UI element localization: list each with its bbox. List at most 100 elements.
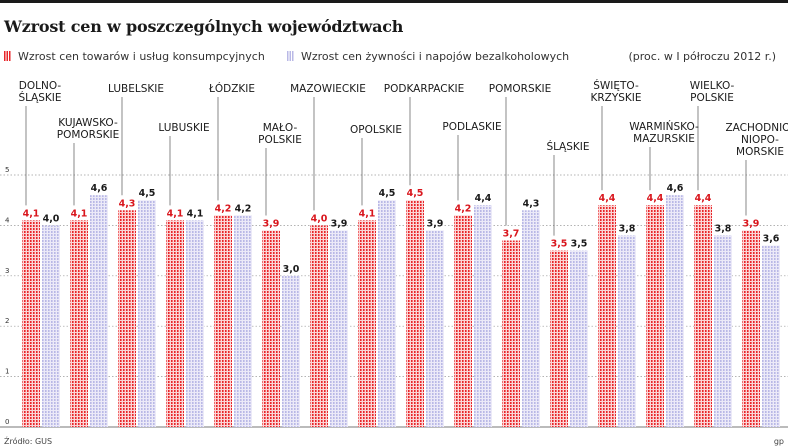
bar-goods xyxy=(694,205,712,427)
bar-goods xyxy=(502,240,520,427)
bar-food xyxy=(90,195,108,427)
bar-food xyxy=(234,215,252,427)
value-label-food: 3,9 xyxy=(427,218,444,229)
value-label-goods: 3,9 xyxy=(743,218,760,229)
bar-food xyxy=(762,245,780,427)
bar-goods xyxy=(742,230,760,427)
value-label-food: 4,6 xyxy=(91,183,108,194)
value-label-food: 3,8 xyxy=(715,223,732,234)
bars xyxy=(22,195,780,427)
category-label: POMORSKIE xyxy=(57,129,120,141)
unit-note: (proc. w I półroczu 2012 r.) xyxy=(628,50,777,63)
category-label: LUBELSKIE xyxy=(108,83,164,95)
value-label-goods: 4,4 xyxy=(599,193,616,204)
value-label-food: 3,5 xyxy=(571,239,588,250)
category-label: NIOPO- xyxy=(741,134,779,146)
bar-food xyxy=(426,230,444,427)
category-label: OPOLSKIE xyxy=(350,124,402,136)
bar-food xyxy=(666,195,684,427)
category-label: ŁÓDZKIE xyxy=(208,82,255,95)
y-tick-label: 3 xyxy=(5,267,9,275)
category-label: PODKARPACKIE xyxy=(384,83,464,95)
value-label-food: 4,5 xyxy=(379,188,396,199)
bar-food xyxy=(282,275,300,427)
bar-goods xyxy=(646,205,664,427)
bar-goods xyxy=(262,230,280,427)
bar-goods xyxy=(598,205,616,427)
category-callouts xyxy=(25,97,747,236)
category-label: DOLNO- xyxy=(19,80,62,92)
value-label-food: 3,8 xyxy=(619,223,636,234)
value-label-food: 3,9 xyxy=(331,218,348,229)
value-label-goods: 3,7 xyxy=(503,229,520,240)
value-label-goods: 4,0 xyxy=(311,213,328,224)
value-label-goods: 4,1 xyxy=(71,208,88,219)
bar-food xyxy=(714,235,732,427)
value-label-goods: 3,5 xyxy=(551,239,568,250)
value-label-food: 4,5 xyxy=(139,188,156,199)
category-label: POMORSKIE xyxy=(489,83,552,95)
category-label: LUBUSKIE xyxy=(158,122,209,134)
corner-mark: gp xyxy=(773,437,784,446)
value-label-food: 4,0 xyxy=(43,213,60,224)
value-label-food: 4,2 xyxy=(235,203,252,214)
value-label-food: 3,0 xyxy=(283,264,300,275)
source-note: Źródło: GUS xyxy=(4,437,53,446)
category-label: WIELKO- xyxy=(690,80,735,92)
bar-food xyxy=(618,235,636,427)
bar-goods xyxy=(118,210,136,427)
value-label-goods: 4,4 xyxy=(695,193,712,204)
bar-goods xyxy=(550,250,568,427)
bar-goods xyxy=(406,200,424,427)
bar-food xyxy=(378,200,396,427)
bar-food xyxy=(570,250,588,427)
top-rule xyxy=(0,0,788,3)
bar-goods xyxy=(214,215,232,427)
bar-food xyxy=(522,210,540,427)
bar-goods xyxy=(166,220,184,427)
category-label: ŚLĄSKIE xyxy=(19,91,62,104)
bar-goods xyxy=(310,225,328,427)
category-label: MAŁO- xyxy=(263,122,298,134)
value-label-food: 4,4 xyxy=(475,193,492,204)
bar-food xyxy=(330,230,348,427)
legend-swatch-food xyxy=(287,51,295,61)
bar-goods xyxy=(22,220,40,427)
value-label-goods: 3,9 xyxy=(263,218,280,229)
value-label-goods: 4,1 xyxy=(359,208,376,219)
value-label-goods: 4,2 xyxy=(455,203,472,214)
value-label-goods: 4,1 xyxy=(167,208,184,219)
value-label-goods: 4,4 xyxy=(647,193,664,204)
category-label: WARMIŃSKO- xyxy=(629,120,699,133)
category-label: KUJAWSKO- xyxy=(58,117,118,129)
category-label: ZACHODNIO- xyxy=(725,122,788,134)
category-labels: DOLNO-ŚLĄSKIEKUJAWSKO-POMORSKIELUBELSKIE… xyxy=(19,79,788,158)
value-label-food: 4,1 xyxy=(187,208,204,219)
value-label-food: 4,6 xyxy=(667,183,684,194)
value-label-food: 4,3 xyxy=(523,198,540,209)
legend-swatch-goods xyxy=(4,51,12,61)
legend-label-goods: Wzrost cen towarów i usług konsumpcyjnyc… xyxy=(18,50,265,63)
legend-label-food: Wzrost cen żywności i napojów bezalkohol… xyxy=(301,50,570,63)
y-tick-label: 2 xyxy=(5,317,9,325)
chart-title: Wzrost cen w poszczególnych województwac… xyxy=(4,17,404,36)
category-label: PODLASKIE xyxy=(442,121,501,133)
bar-food xyxy=(138,200,156,427)
bar-goods xyxy=(358,220,376,427)
category-label: MORSKIE xyxy=(736,146,784,158)
bar-goods xyxy=(70,220,88,427)
bar-food xyxy=(474,205,492,427)
value-labels: 4,1 4,0 4,14,64,34,54,1 4,1 4,2 4,23,93,04,0 3… xyxy=(23,183,780,275)
category-label: POLSKIE xyxy=(690,92,734,104)
bar-goods xyxy=(454,215,472,427)
y-tick-label: 5 xyxy=(5,166,9,174)
value-label-goods: 4,3 xyxy=(119,198,136,209)
value-label-goods: 4,5 xyxy=(407,188,424,199)
legend-item-goods: Wzrost cen towarów i usług konsumpcyjnyc… xyxy=(4,50,265,63)
category-label: MAZURSKIE xyxy=(633,133,695,145)
bar-food xyxy=(42,225,60,427)
y-tick-label: 1 xyxy=(5,368,9,376)
category-label: MAZOWIECKIE xyxy=(290,83,366,95)
category-label: KRZYSKIE xyxy=(590,92,641,104)
